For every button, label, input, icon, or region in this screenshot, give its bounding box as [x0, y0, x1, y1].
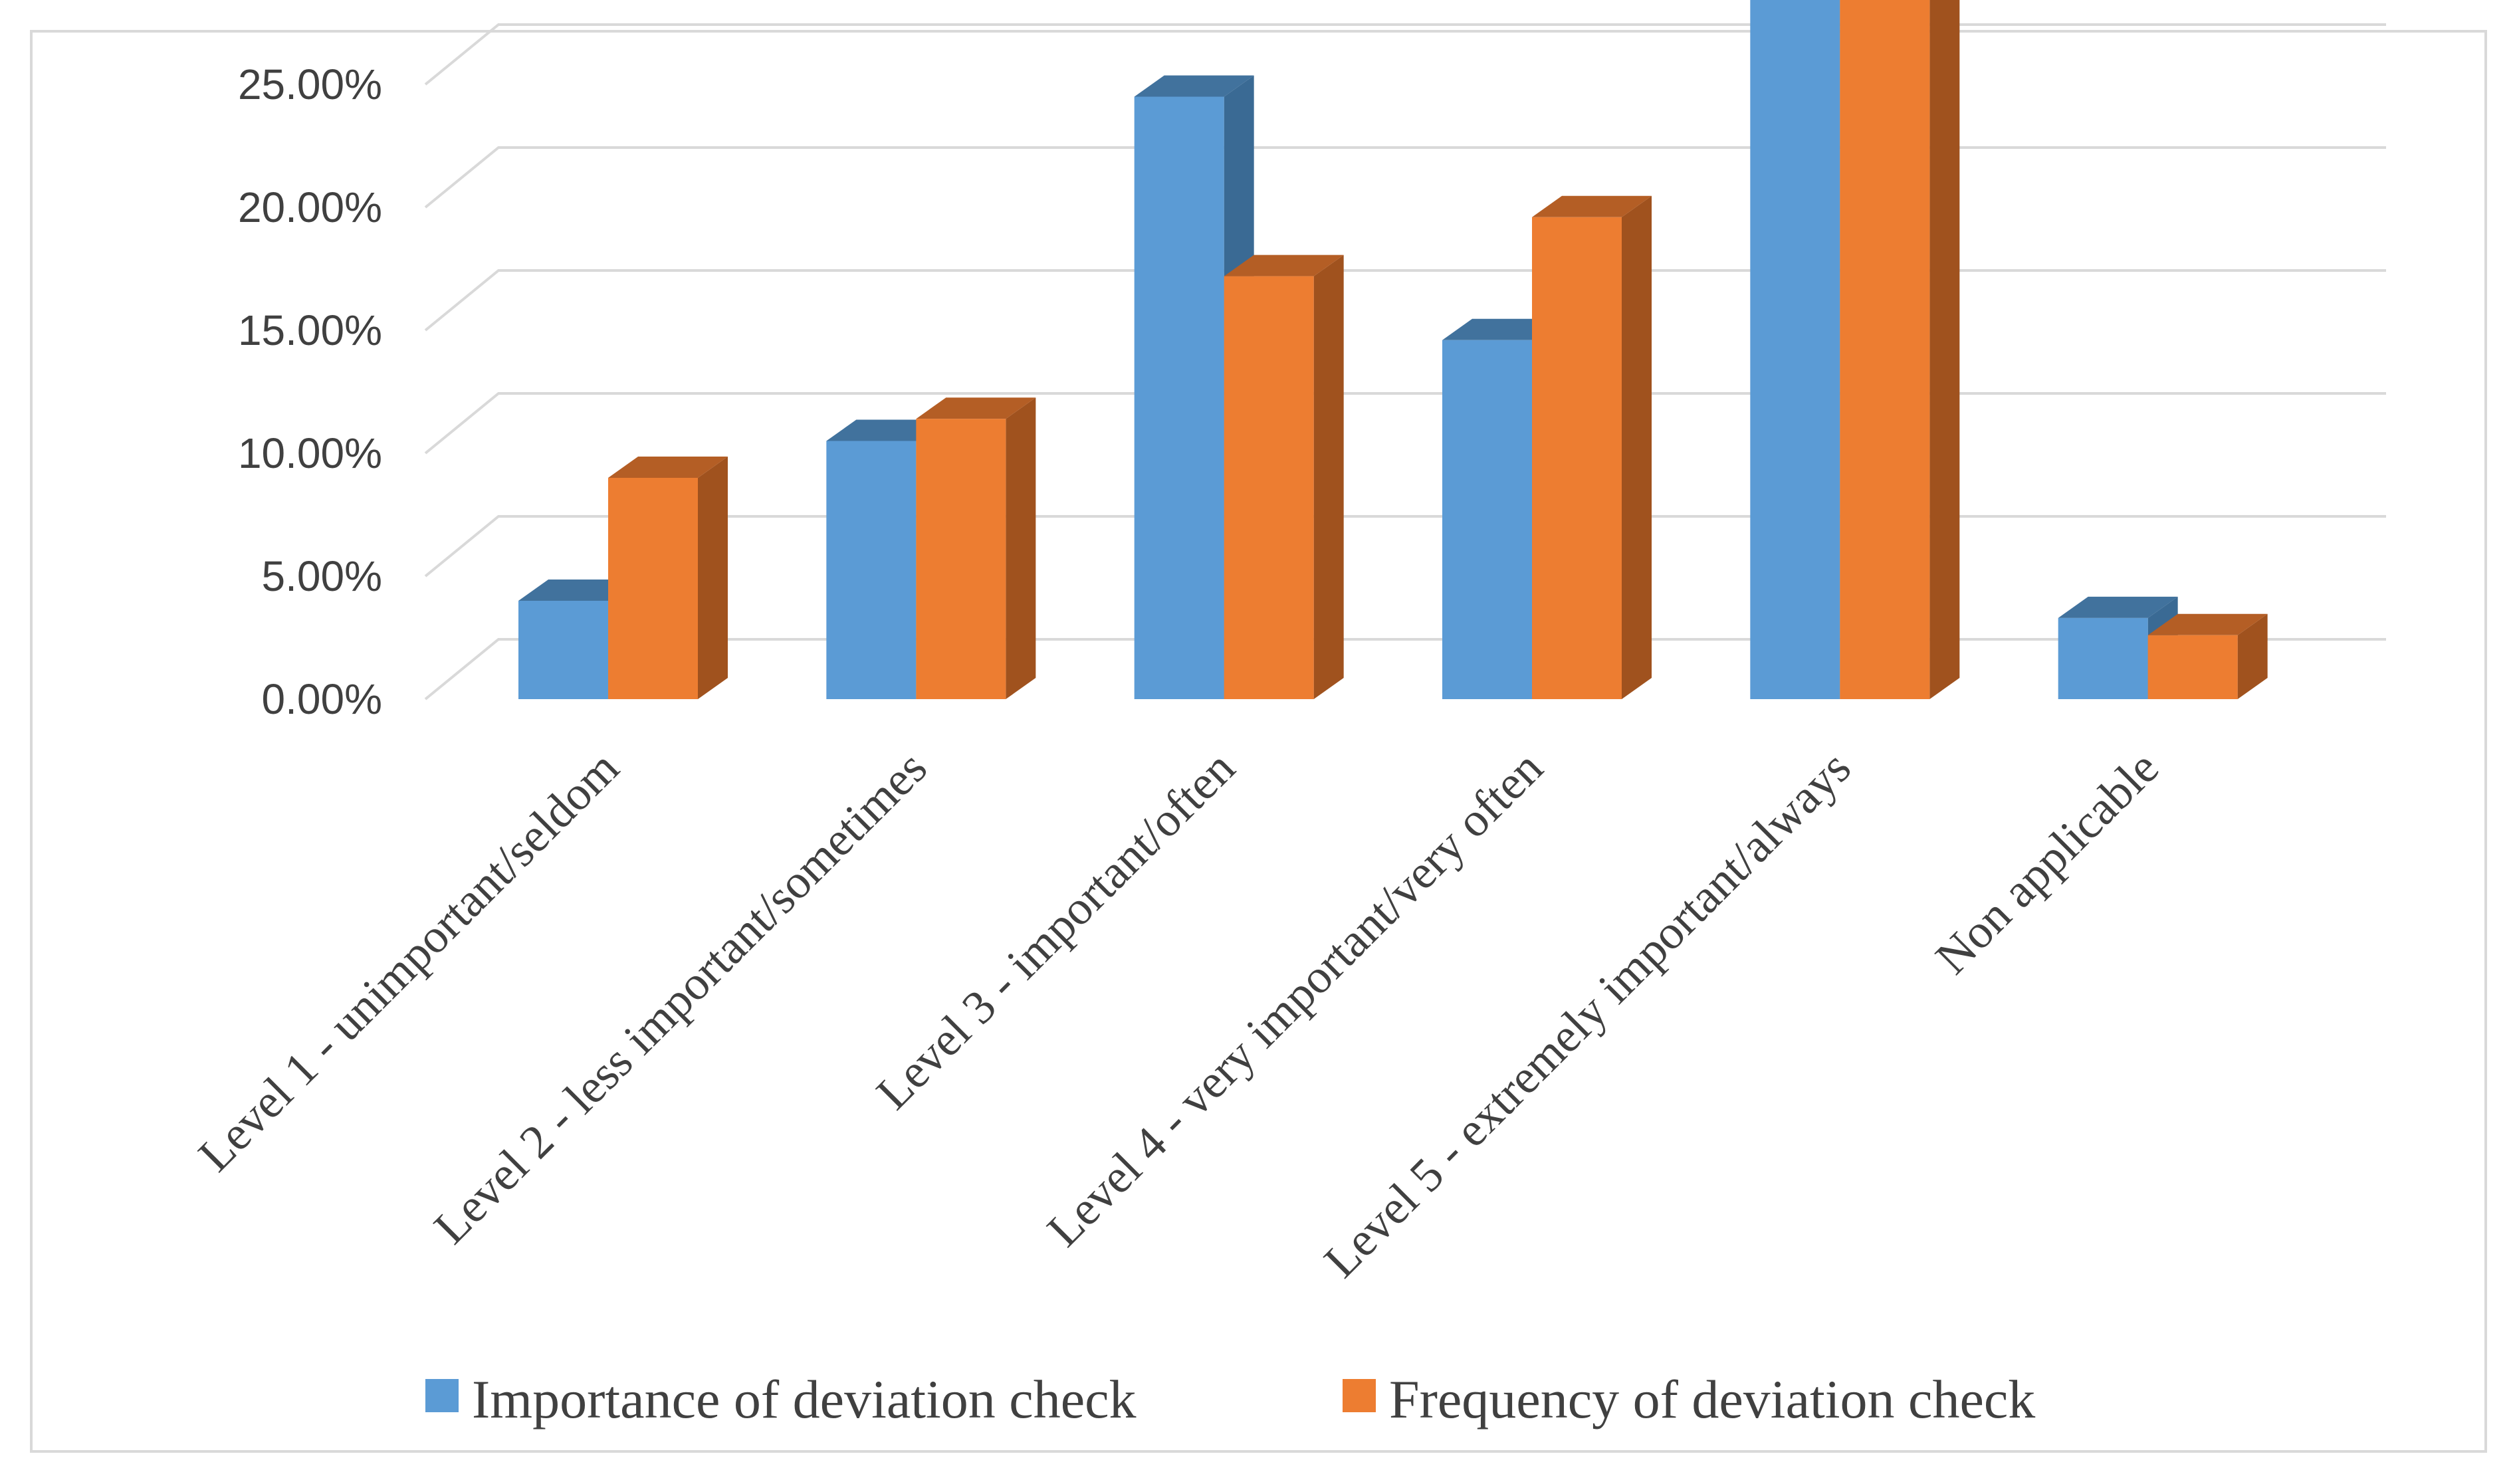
bar-front: [1224, 276, 1314, 700]
y-tick-label: 25.00%: [238, 60, 382, 108]
bar: [916, 397, 1036, 699]
bar: [1532, 195, 1652, 699]
bar-front: [2058, 617, 2148, 699]
legend-swatch: [1343, 1379, 1376, 1412]
bar-front: [1840, 0, 1930, 699]
bar-front: [916, 419, 1006, 699]
bar-front: [826, 441, 917, 699]
bar: [2147, 613, 2268, 699]
y-tick-label: 10.00%: [238, 429, 382, 477]
bar-front: [2147, 635, 2238, 699]
bar-side: [1929, 0, 1960, 699]
chart-frame: [30, 30, 2487, 1453]
bar-front: [518, 601, 608, 699]
y-tick-label: 0.00%: [262, 675, 382, 723]
bar-front: [608, 478, 698, 699]
bar-front: [1532, 217, 1622, 699]
legend-label: Importance of deviation check: [472, 1369, 1137, 1430]
bar-top: [1532, 195, 1652, 217]
bar: [1224, 255, 1344, 700]
y-tick-label: 5.00%: [262, 552, 382, 600]
bar: [1840, 0, 1960, 699]
bar: [608, 457, 728, 699]
legend-swatch: [425, 1379, 459, 1412]
bars: [518, 0, 2268, 700]
bar-top: [608, 457, 728, 478]
y-tick-label: 15.00%: [238, 306, 382, 354]
y-axis-ticks: 0.00%5.00%10.00%15.00%20.00%25.00%30.00%…: [238, 60, 382, 723]
bar-top: [1224, 255, 1344, 276]
bar-front: [1442, 340, 1532, 699]
bar-side: [1006, 397, 1036, 699]
legend-item: Frequency of deviation check: [1343, 1369, 2035, 1430]
bar-front: [1134, 96, 1224, 699]
bar-top: [2147, 613, 2268, 635]
bar-side: [1313, 255, 1344, 700]
legend: Importance of deviation check Frequency o…: [425, 1369, 2035, 1430]
bar-side: [698, 457, 728, 699]
bar-top: [1134, 75, 1254, 97]
bar-top: [2058, 596, 2178, 618]
legend-label: Frequency of deviation check: [1389, 1369, 2035, 1430]
y-tick-label: 20.00%: [238, 183, 382, 231]
bar-front: [1750, 0, 1840, 699]
legend-item: Importance of deviation check: [425, 1369, 1137, 1430]
bar-top: [916, 397, 1036, 419]
bar-side: [1622, 195, 1652, 699]
bar-side: [2237, 613, 2268, 699]
